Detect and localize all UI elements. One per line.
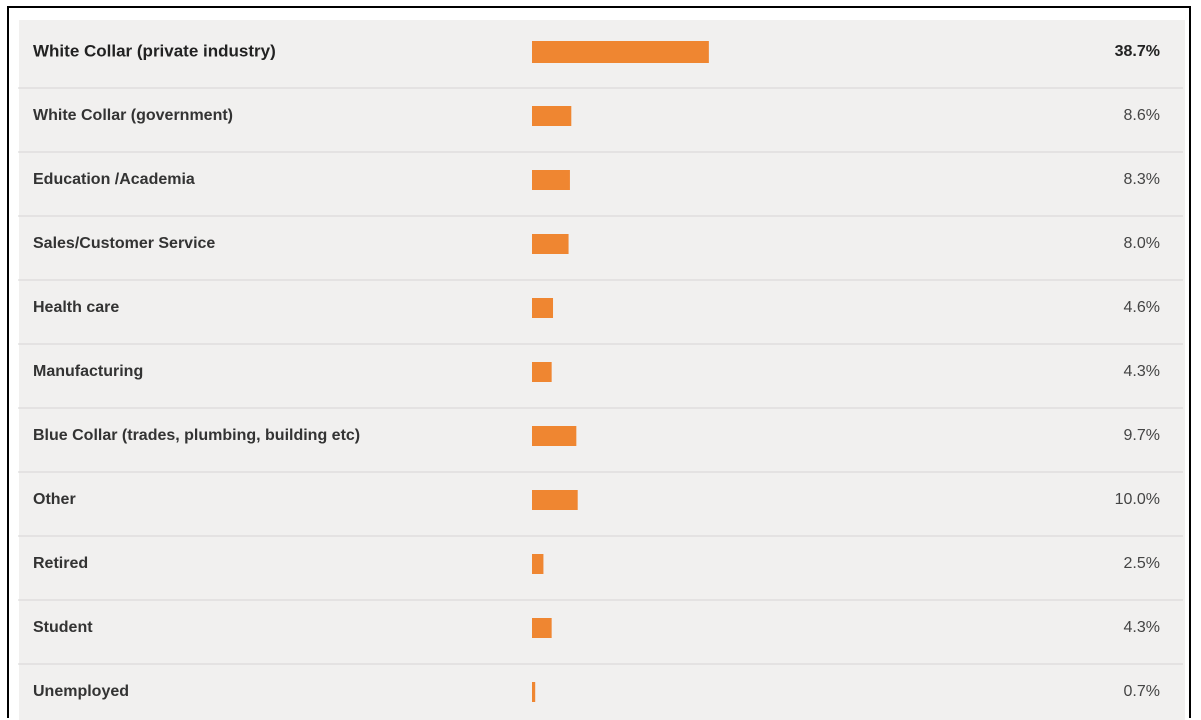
results-panel (19, 20, 1185, 720)
bar (532, 554, 544, 574)
bar (532, 298, 554, 318)
value-label: 8.0% (1124, 235, 1160, 252)
row-label: Manufacturing (33, 363, 143, 380)
bar (532, 618, 552, 638)
value-label: 4.3% (1124, 619, 1160, 636)
row-label: Student (33, 619, 93, 636)
bar (532, 170, 570, 190)
value-label: 38.7% (1115, 43, 1160, 60)
row-label: Unemployed (33, 683, 129, 700)
value-label: 4.6% (1124, 299, 1160, 316)
row-label: White Collar (government) (33, 107, 233, 124)
row-label: Health care (33, 299, 119, 316)
results-frame (7, 6, 1191, 720)
row-label: White Collar (private industry) (33, 41, 276, 60)
bar (532, 426, 577, 446)
value-label: 9.7% (1124, 427, 1160, 444)
bar (532, 41, 709, 63)
value-label: 0.7% (1124, 683, 1160, 700)
row-label: Other (33, 491, 76, 508)
bar (532, 682, 536, 702)
bar (532, 106, 572, 126)
row-label: Sales/Customer Service (33, 235, 215, 252)
bar (532, 234, 569, 254)
row-label: Blue Collar (trades, plumbing, building … (33, 427, 360, 444)
bar (532, 362, 552, 382)
value-label: 10.0% (1115, 491, 1160, 508)
value-label: 8.3% (1124, 171, 1160, 188)
value-label: 8.6% (1124, 107, 1160, 124)
row-label: Education /Academia (33, 171, 195, 188)
row-label: Retired (33, 555, 88, 572)
value-label: 4.3% (1124, 363, 1160, 380)
value-label: 2.5% (1124, 555, 1160, 572)
bar (532, 490, 578, 510)
